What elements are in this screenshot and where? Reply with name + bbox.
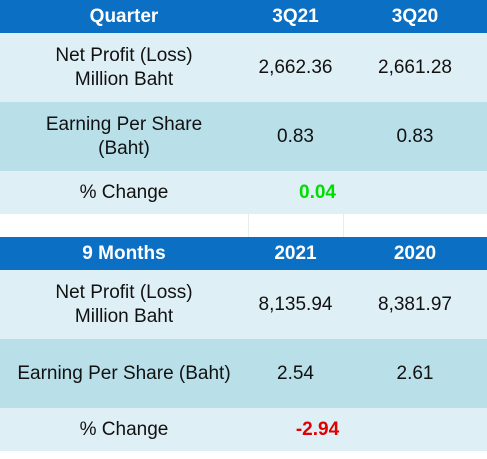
quarter-change-row: % Change 0.04 — [0, 171, 487, 214]
nine-months-header-label: 9 Months — [0, 237, 248, 270]
gap-cell — [247, 214, 343, 237]
row-value-1: 8,135.94 — [248, 270, 343, 339]
row-label-line2: Million Baht — [74, 305, 174, 327]
change-label: % Change — [0, 408, 248, 451]
row-label-line1: Earning Per Share — [45, 113, 203, 135]
row-label-line2: Million Baht — [74, 68, 174, 90]
row-label-line1: Net Profit (Loss) — [55, 281, 193, 303]
change-cell: 0.04 — [248, 171, 487, 214]
row-label: Earning Per Share (Baht) — [0, 339, 248, 408]
row-value-2: 2,661.28 — [343, 33, 487, 102]
nine-months-net-profit-row: Net Profit (Loss) Million Baht 8,135.94 … — [0, 270, 487, 339]
nine-months-header-row: 9 Months 2021 2020 — [0, 237, 487, 270]
gap-cell — [0, 214, 248, 237]
row-value-2: 0.83 — [343, 102, 487, 171]
change-cell: -2.94 — [248, 408, 487, 451]
quarter-eps-row: Earning Per Share (Baht) 0.83 0.83 — [0, 102, 487, 171]
change-label: % Change — [0, 171, 248, 214]
row-label: Net Profit (Loss) Million Baht — [0, 33, 248, 102]
row-label: Net Profit (Loss) Million Baht — [0, 270, 248, 339]
row-value-2: 8,381.97 — [343, 270, 487, 339]
nine-months-header-col1: 2021 — [248, 237, 343, 270]
quarter-net-profit-row: Net Profit (Loss) Million Baht 2,662.36 … — [0, 33, 487, 102]
row-value-1: 2,662.36 — [248, 33, 343, 102]
row-label-line2: (Baht) — [98, 137, 150, 159]
nine-months-header-col2: 2020 — [343, 237, 487, 270]
nine-months-change-value: -2.94 — [295, 418, 340, 440]
row-value-2: 2.61 — [343, 339, 487, 408]
nine-months-change-row: % Change -2.94 — [0, 408, 487, 451]
quarter-header-col1: 3Q21 — [248, 0, 343, 33]
quarter-header-col2: 3Q20 — [343, 0, 487, 33]
section-gap — [0, 214, 487, 237]
row-value-1: 0.83 — [248, 102, 343, 171]
quarter-change-value: 0.04 — [299, 181, 336, 203]
row-label-line1: Net Profit (Loss) — [55, 44, 193, 66]
row-label: Earning Per Share (Baht) — [0, 102, 248, 171]
quarter-header-row: Quarter 3Q21 3Q20 — [0, 0, 487, 33]
quarter-header-label: Quarter — [0, 0, 248, 33]
gap-cell — [342, 214, 487, 237]
row-value-1: 2.54 — [248, 339, 343, 408]
nine-months-eps-row: Earning Per Share (Baht) 2.54 2.61 — [0, 339, 487, 408]
